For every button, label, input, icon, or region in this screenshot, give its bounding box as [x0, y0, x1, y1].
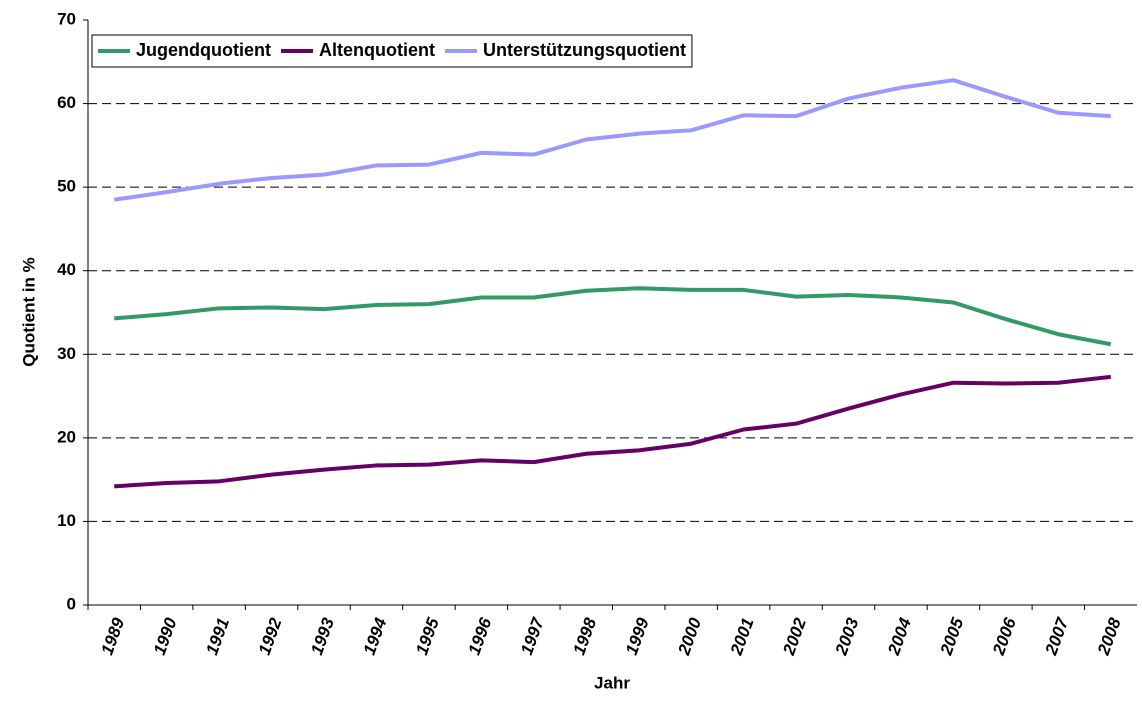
x-tick-label: 2000	[674, 615, 705, 658]
y-tick-label: 50	[57, 177, 76, 196]
x-tick-label: 1995	[412, 615, 443, 658]
series-line	[114, 286, 1112, 347]
x-tick-label: 2002	[779, 615, 810, 658]
x-tick-label: 1992	[255, 615, 286, 658]
series-line	[113, 78, 1111, 202]
y-tick-label: 10	[57, 511, 76, 530]
y-tick-label: 30	[57, 344, 76, 363]
x-tick-label: 2003	[831, 615, 862, 658]
x-tick-label: 1996	[465, 615, 496, 658]
x-tick-label: 1997	[517, 614, 548, 657]
y-axis-label: Quotient in %	[19, 257, 38, 367]
y-tick-label: 60	[57, 93, 76, 112]
x-tick-label: 1998	[569, 615, 600, 658]
y-tick-label: 0	[67, 594, 76, 613]
x-tick-label: 2001	[726, 615, 757, 658]
x-tick-label: 2005	[936, 615, 967, 658]
x-tick-label: 2004	[884, 615, 915, 658]
x-tick-label: 2007	[1041, 614, 1073, 658]
x-tick-label: 2006	[989, 615, 1020, 658]
x-tick-label: 2008	[1094, 615, 1125, 658]
legend-label: Unterstützungsquotient	[483, 40, 686, 60]
x-tick-label: 1999	[622, 615, 653, 658]
x-tick-label: 1994	[360, 615, 391, 658]
x-axis-label: Jahr	[594, 673, 630, 692]
x-tick-label: 1990	[150, 615, 181, 658]
legend-label: Jugendquotient	[136, 40, 271, 60]
legend	[91, 34, 693, 68]
y-tick-label: 40	[57, 260, 76, 279]
legend-label: Altenquotient	[319, 40, 435, 60]
x-tick-label: 1993	[307, 615, 338, 658]
y-tick-label: 20	[57, 427, 76, 446]
x-tick-label: 1989	[97, 615, 128, 658]
series-line	[114, 374, 1111, 489]
y-tick-label: 70	[57, 9, 76, 28]
x-tick-label: 1991	[202, 615, 233, 657]
